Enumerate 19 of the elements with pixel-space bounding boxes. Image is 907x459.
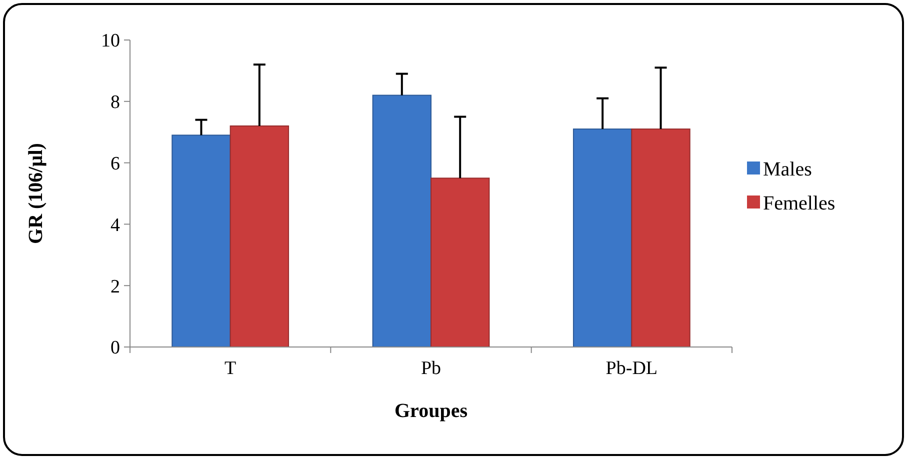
y-tick-label: 10	[101, 30, 120, 52]
bar	[430, 178, 490, 348]
legend-label: Femelles	[763, 192, 836, 214]
bar	[631, 128, 690, 348]
bar	[230, 125, 290, 348]
y-axis-title: GR (106/µl)	[25, 143, 47, 244]
x-axis-title: Groupes	[394, 400, 468, 422]
y-tick-label: 2	[110, 276, 120, 298]
bar	[372, 94, 432, 348]
bar	[572, 128, 632, 348]
y-tick-label: 4	[110, 214, 120, 236]
x-tick-label: Pb-DL	[606, 358, 658, 379]
bar	[172, 134, 231, 348]
x-tick-label: T	[224, 358, 237, 379]
y-tick-label: 6	[110, 153, 120, 174]
legend-label: Males	[763, 158, 812, 180]
y-tick-label: 8	[110, 92, 120, 114]
x-tick-label: Pb	[420, 358, 442, 379]
y-tick-label: 0	[110, 338, 120, 359]
